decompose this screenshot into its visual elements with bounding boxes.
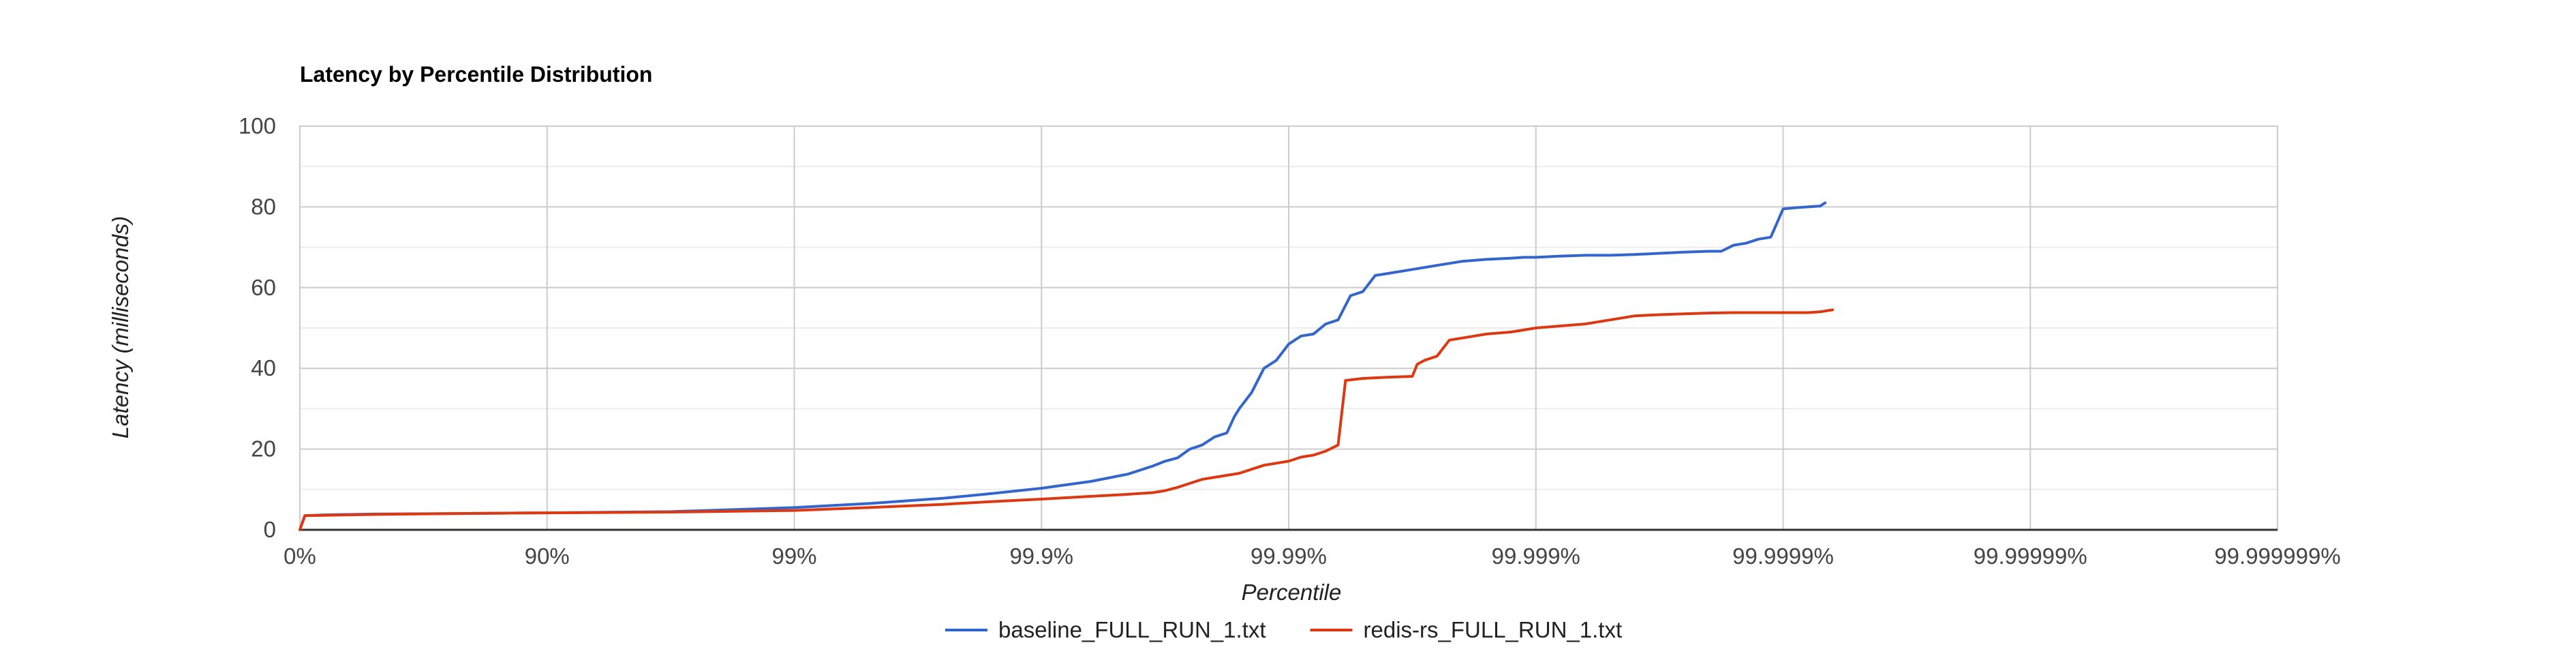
- series-line-1: [298, 201, 1827, 531]
- y-axis-tick-labels: 0 20 40 60 80 100: [239, 113, 276, 542]
- legend-label: redis-rs_FULL_RUN_1.txt: [1364, 617, 1623, 642]
- x-axis-label: Percentile: [1242, 580, 1342, 605]
- x-tick-label: 99.9999%: [1732, 543, 1834, 569]
- x-tick-label: 99.999%: [1492, 543, 1580, 569]
- x-tick-label: 99.99999%: [1974, 543, 2087, 569]
- legend-label: baseline_FULL_RUN_1.txt: [998, 617, 1266, 642]
- y-tick-label: 100: [239, 113, 276, 138]
- x-tick-label: 99.99%: [1251, 543, 1327, 569]
- legend: baseline_FULL_RUN_1.txt redis-rs_FULL_RUN…: [945, 617, 1622, 642]
- y-tick-label: 60: [251, 275, 276, 300]
- axes: [299, 125, 2278, 531]
- x-tick-label: 99%: [771, 543, 816, 569]
- y-tick-label: 0: [264, 517, 276, 542]
- x-tick-label: 90%: [525, 543, 570, 569]
- y-tick-label: 80: [251, 194, 276, 219]
- x-axis-tick-labels: 0% 90% 99% 99.9% 99.99% 99.999% 99.9999% 99.999…: [283, 543, 2341, 569]
- y-axis-label: Latency (milliseconds): [108, 216, 133, 438]
- x-tick-label: 0%: [283, 543, 316, 569]
- x-tick-label: 99.9%: [1009, 543, 1073, 569]
- x-tick-label: 99.999999%: [2214, 543, 2340, 569]
- legend-item-2: redis-rs_FULL_RUN_1.txt: [1310, 617, 1623, 642]
- chart-title: Latency by Percentile Distribution: [300, 62, 652, 87]
- y-tick-label: 40: [251, 355, 276, 380]
- series-lines: [298, 201, 1835, 531]
- legend-item-1: baseline_FULL_RUN_1.txt: [945, 617, 1266, 642]
- series-line-2: [298, 308, 1835, 531]
- y-tick-label: 20: [251, 436, 276, 462]
